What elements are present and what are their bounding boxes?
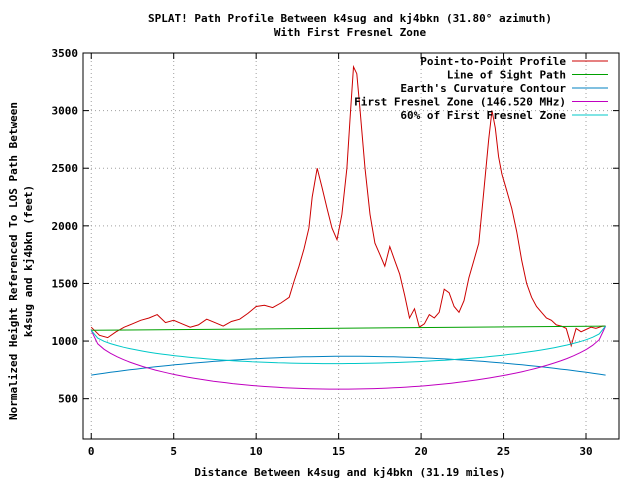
x-tick-label: 25 [497, 445, 510, 458]
legend-label: Point-to-Point Profile [420, 55, 566, 68]
legend-label: First Fresnel Zone (146.520 MHz) [354, 96, 566, 109]
x-tick-label: 5 [170, 445, 177, 458]
series-line-earth-s-curvature-contour [91, 355, 606, 376]
y-axis-label-line-1: Normalized Height Referenced To LOS Path… [7, 102, 20, 420]
y-tick-label: 1000 [52, 335, 79, 348]
y-tick-label: 3000 [52, 105, 79, 118]
y-tick-label: 2500 [52, 162, 79, 175]
legend-label: Earth's Curvature Contour [400, 82, 566, 95]
series-line-point-to-point-profile [90, 64, 606, 348]
series-line-60-of-first-fresnel-zone [90, 325, 606, 365]
y-tick-label: 500 [58, 393, 78, 406]
x-axis-label: Distance Between k4sug and kj4bkn (31.19… [194, 466, 505, 479]
x-tick-label: 30 [579, 445, 592, 458]
x-tick-label: 15 [332, 445, 345, 458]
y-tick-label: 3500 [52, 47, 79, 60]
y-tick-label: 2000 [52, 220, 79, 233]
legend-label: 60% of First Fresnel Zone [400, 109, 566, 122]
y-axis-label-line-2: k4sug and kj4bkn (feet) [22, 185, 35, 337]
series-line-first-fresnel-zone-146-520-mhz [90, 325, 607, 390]
chart-title: SPLAT! Path Profile Between k4sug and kj… [148, 12, 552, 25]
axis-ticks: 0 5 10 15 20 25 30 500 1000 1500 2000 2500 3000 3500 [52, 47, 619, 458]
y-tick-label: 1500 [52, 277, 79, 290]
series-curves [90, 64, 607, 390]
x-tick-label: 10 [250, 445, 263, 458]
plot-frame [82, 52, 620, 440]
legend-label: Line of Sight Path [447, 69, 566, 82]
x-tick-label: 0 [88, 445, 95, 458]
x-tick-label: 20 [414, 445, 427, 458]
chart-subtitle: With First Fresnel Zone [274, 26, 427, 39]
series-line-line-of-sight-path [91, 325, 606, 331]
